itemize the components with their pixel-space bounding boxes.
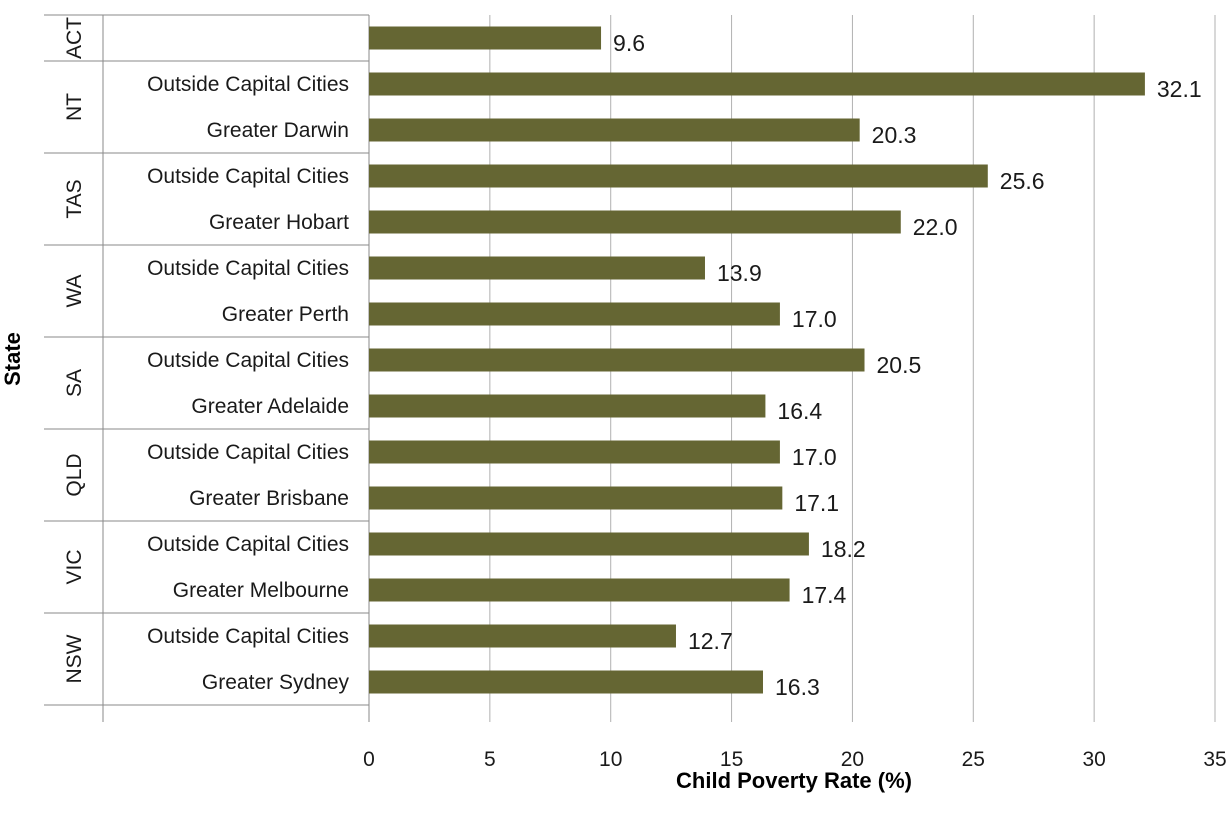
category-label: Greater Adelaide: [191, 395, 349, 418]
category-label: Outside Capital Cities: [147, 165, 349, 188]
y-axis-title: State: [0, 332, 25, 386]
bar-wa-1: [369, 256, 705, 280]
state-label-nsw: NSW: [63, 634, 86, 683]
state-label-tas: TAS: [63, 179, 86, 218]
category-label: Outside Capital Cities: [147, 625, 349, 648]
bar-qld-1: [369, 440, 780, 464]
category-label: Outside Capital Cities: [147, 441, 349, 464]
x-axis-title: Child Poverty Rate (%): [676, 768, 912, 793]
state-label-wa: WA: [63, 274, 86, 307]
category-label: Greater Sydney: [202, 671, 350, 694]
category-label: Outside Capital Cities: [147, 349, 349, 372]
category-label: Greater Melbourne: [173, 579, 349, 602]
data-label: 20.3: [872, 122, 917, 148]
category-label: Outside Capital Cities: [147, 533, 349, 556]
category-label: Greater Hobart: [209, 211, 349, 234]
x-tick-label: 20: [841, 748, 864, 771]
data-label: 22.0: [913, 214, 958, 240]
data-label: 17.0: [792, 306, 837, 332]
bar-vic-2: [369, 578, 790, 602]
data-label: 12.7: [688, 628, 733, 654]
bar-qld-2: [369, 486, 783, 510]
bar-wa-2: [369, 302, 780, 326]
data-label: 13.9: [717, 260, 762, 286]
bars: [369, 26, 1145, 694]
data-label: 17.0: [792, 444, 837, 470]
state-label-qld: QLD: [63, 453, 86, 496]
data-label: 16.4: [777, 398, 822, 424]
bar-nsw-1: [369, 624, 676, 648]
bar-sa-1: [369, 348, 865, 372]
data-label: 17.1: [794, 490, 839, 516]
data-label: 20.5: [877, 352, 922, 378]
x-tick-label: 35: [1203, 748, 1226, 771]
category-label: Greater Darwin: [207, 119, 349, 142]
bar-sa-2: [369, 394, 766, 418]
data-label: 16.3: [775, 674, 820, 700]
data-label: 25.6: [1000, 168, 1045, 194]
state-label-act: ACT: [63, 17, 86, 59]
bar-nt-2: [369, 118, 860, 142]
data-label: 32.1: [1157, 76, 1202, 102]
state-label-nt: NT: [63, 93, 86, 121]
x-tick-label: 0: [363, 748, 375, 771]
x-tick-label: 25: [962, 748, 985, 771]
bar-vic-1: [369, 532, 809, 556]
bar-act-1: [369, 26, 602, 50]
category-label: Outside Capital Cities: [147, 257, 349, 280]
x-tick-label: 10: [599, 748, 622, 771]
state-label-sa: SA: [63, 369, 86, 397]
category-label: Outside Capital Cities: [147, 73, 349, 96]
category-axis-frame: [44, 14, 370, 722]
bar-tas-1: [369, 164, 988, 188]
labels: 0 5 10 15 20 25 30 35 ACT 9.6 NT Outside Capital Ci…: [63, 17, 1227, 771]
bar-nsw-2: [369, 670, 763, 694]
data-label: 17.4: [802, 582, 847, 608]
x-tick-label: 30: [1082, 748, 1105, 771]
bar-tas-2: [369, 210, 901, 234]
data-label: 9.6: [613, 30, 645, 56]
x-tick-label: 15: [720, 748, 743, 771]
data-label: 18.2: [821, 536, 866, 562]
x-tick-label: 5: [484, 748, 496, 771]
category-label: Greater Perth: [222, 303, 349, 326]
category-label: Greater Brisbane: [189, 487, 349, 510]
bar-nt-1: [369, 72, 1145, 96]
state-label-vic: VIC: [63, 549, 86, 584]
